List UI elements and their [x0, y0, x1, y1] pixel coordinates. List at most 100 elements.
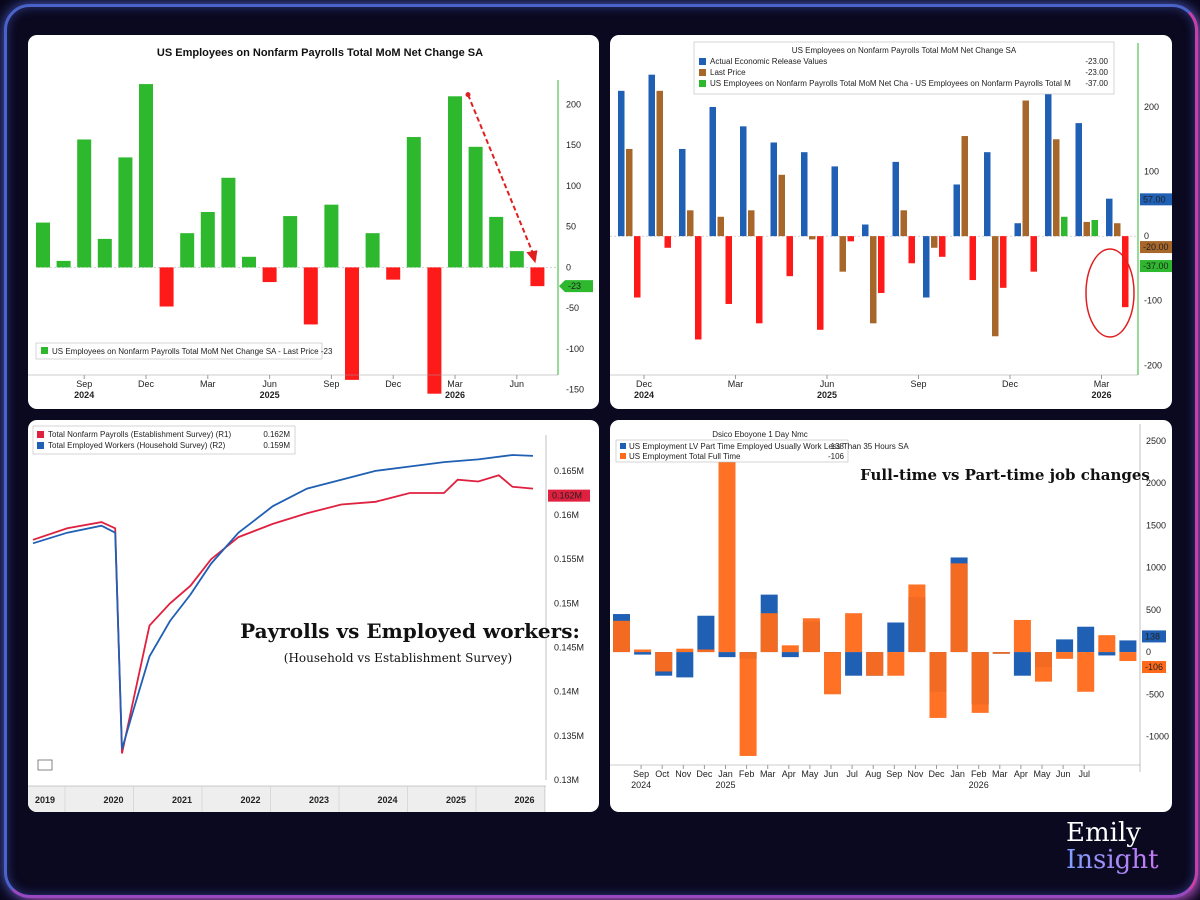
bar — [468, 146, 483, 268]
x-tick-label: 2019 — [35, 795, 55, 805]
bar-difference — [847, 236, 854, 242]
legend-swatch — [41, 347, 48, 354]
bar-last-price — [1114, 223, 1121, 237]
bar-difference — [634, 236, 641, 298]
bar-actual — [1014, 223, 1021, 237]
x-year-label: 2025 — [260, 390, 280, 400]
legend-label: US Employees on Nonfarm Payrolls Total M… — [710, 79, 1071, 88]
bar — [36, 222, 50, 268]
y-tick-label: 0.135M — [554, 731, 584, 741]
legend-swatch — [699, 58, 706, 65]
legend-swatch — [37, 431, 44, 438]
bar-difference — [878, 236, 885, 293]
legend-label: Actual Economic Release Values — [710, 57, 827, 66]
bar-full-time — [655, 652, 673, 672]
right-value-tag — [1140, 193, 1172, 206]
bar-difference — [1061, 216, 1068, 237]
bar-part-time — [1056, 639, 1074, 653]
line-series-payrolls — [32, 474, 534, 754]
x-tick-label: Aug — [865, 769, 881, 779]
x-tick-label: May — [1033, 769, 1051, 779]
legend-label: Total Employed Workers (Household Survey… — [48, 441, 226, 450]
bar-last-price — [961, 136, 968, 237]
bar — [221, 177, 236, 268]
bar — [118, 157, 133, 268]
legend-label: Last Price — [710, 68, 746, 77]
bar-difference — [786, 236, 793, 277]
right-value-tag — [1142, 630, 1166, 643]
legend-swatch — [37, 442, 44, 449]
bar-actual — [709, 106, 716, 237]
bar-difference — [1122, 236, 1129, 308]
trend-arrowhead — [526, 250, 538, 264]
chart-header: Dsico Eboyone 1 Day Nmc — [712, 430, 808, 439]
legend-box — [693, 41, 1115, 95]
x-tick-label: 2020 — [104, 795, 124, 805]
x-tick-label: Sep — [76, 379, 92, 389]
chart-panel-payrolls-vs-employed: 0.13M 0.135M 0.14M 0.145M 0.15M 0.155M 0.16M 0.… — [28, 420, 599, 812]
y-tick-label: 0 — [566, 262, 571, 272]
x-tick-label: Apr — [1014, 769, 1028, 779]
chart-payrolls-mom: US Employees on Nonfarm Payrolls Total M… — [28, 47, 593, 400]
bar — [159, 267, 174, 307]
x-tick-label: Feb — [739, 769, 755, 779]
bar-last-price — [931, 236, 938, 248]
legend-value: -23.00 — [1085, 57, 1108, 66]
x-tick-label: Jun — [510, 379, 525, 389]
camera-icon — [37, 759, 53, 771]
bar-full-time — [1056, 652, 1074, 659]
y-tick-label: 0 — [1144, 231, 1149, 241]
x-tick-label: Sep — [323, 379, 339, 389]
x-tick-label: Apr — [782, 769, 796, 779]
x-tick-label: 2024 — [378, 795, 398, 805]
bar-full-time — [887, 652, 905, 676]
bar-part-time — [781, 652, 799, 658]
bar-part-time — [887, 622, 905, 653]
right-value-label: -37.00 — [1143, 261, 1169, 271]
legend-value: -37.00 — [1085, 79, 1108, 88]
y-tick-label: 0.14M — [554, 687, 579, 697]
legend-value: 0.162M — [263, 430, 290, 439]
x-tick-label: Sep — [910, 379, 926, 389]
legend-value: -106 — [828, 452, 845, 461]
bar-difference — [664, 236, 671, 248]
bar — [139, 84, 153, 268]
bar — [56, 260, 71, 268]
right-value-label: 57.00 — [1143, 194, 1166, 204]
bar-full-time — [866, 652, 884, 676]
bar-full-time — [1013, 619, 1031, 653]
y-tick-label: 0.165M — [554, 466, 584, 476]
bar-actual — [679, 148, 686, 237]
chart-payrolls-vs-employed: 0.13M 0.135M 0.14M 0.145M 0.15M 0.155M 0.16M 0.… — [28, 425, 590, 812]
x-axis-band — [28, 786, 546, 812]
chart-title: US Employees on Nonfarm Payrolls Total M… — [792, 46, 1017, 55]
y-tick-label: -100 — [566, 344, 584, 354]
y-tick-label: 150 — [566, 140, 581, 150]
right-value-label: -106 — [1145, 662, 1163, 672]
last-value-tag — [559, 280, 593, 293]
bar-actual — [1075, 123, 1082, 237]
x-tick-label: Dec — [636, 379, 653, 389]
bar — [242, 256, 256, 268]
bar — [345, 267, 359, 380]
bar — [283, 216, 298, 268]
bar-last-price — [626, 148, 633, 237]
bar-difference — [756, 236, 763, 324]
last-value-tag — [548, 489, 590, 502]
y-tick-label: 200 — [1144, 102, 1159, 112]
bar-last-price — [656, 90, 663, 237]
bar-part-time — [676, 652, 694, 678]
bar-full-time — [739, 652, 757, 756]
highlight-oval — [1085, 248, 1135, 338]
bar — [406, 137, 421, 268]
x-tick-label: Jul — [846, 769, 858, 779]
x-tick-label: Dec — [138, 379, 155, 389]
legend-box — [32, 425, 296, 455]
y-tick-label: -500 — [1146, 689, 1164, 699]
bar-actual — [984, 152, 991, 237]
bar — [200, 212, 215, 268]
legend-value: 0.159M — [263, 441, 290, 450]
bar — [303, 267, 318, 325]
last-value-label: 0.162M — [552, 491, 582, 501]
bar-last-price — [839, 236, 846, 272]
